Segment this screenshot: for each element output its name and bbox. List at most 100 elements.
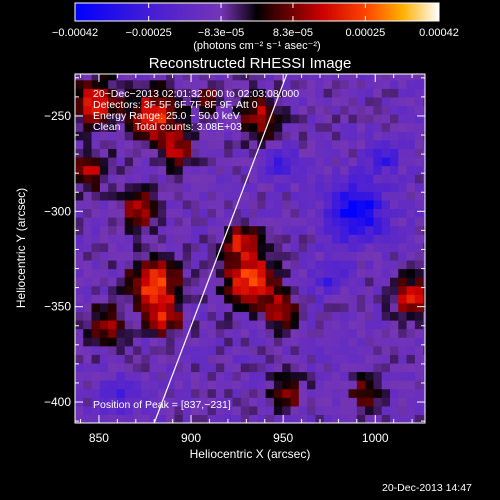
heatmap-cell xyxy=(315,388,325,398)
heatmap-cell xyxy=(348,277,358,287)
heatmap-cell xyxy=(199,88,209,98)
heatmap-cell xyxy=(157,414,167,423)
heatmap-cell xyxy=(199,199,209,210)
heatmap-cell xyxy=(166,302,176,313)
heatmap-cell xyxy=(340,191,350,201)
heatmap-cell xyxy=(83,208,93,218)
heatmap-cell xyxy=(108,397,118,407)
heatmap-cell xyxy=(174,388,184,398)
heatmap-cell xyxy=(207,199,217,210)
heatmap-cell xyxy=(381,337,391,347)
heatmap-cell xyxy=(348,74,358,81)
heatmap-cell xyxy=(298,259,308,270)
heatmap-cell xyxy=(365,259,375,270)
heatmap-cell xyxy=(240,294,250,304)
heatmap-cell xyxy=(282,234,292,244)
heatmap-cell xyxy=(83,225,93,235)
heatmap-cell xyxy=(240,139,250,149)
heatmap-cell xyxy=(83,251,93,261)
heatmap-cell xyxy=(298,114,308,124)
heatmap-cell xyxy=(108,345,118,355)
heatmap-cell xyxy=(423,277,425,287)
heatmap-cell xyxy=(108,148,118,158)
heatmap-cell xyxy=(124,114,134,124)
heatmap-cell xyxy=(91,345,101,355)
annotation-time: 20−Dec−2013 02:01:32.000 to 02:03:08.000 xyxy=(93,88,299,100)
heatmap-cell xyxy=(191,405,200,416)
heatmap-cell xyxy=(191,122,200,132)
heatmap-cell xyxy=(133,242,142,252)
heatmap-cell xyxy=(290,251,300,261)
heatmap-cell xyxy=(390,234,399,244)
heatmap-cell xyxy=(149,302,159,313)
heatmap-cell xyxy=(265,174,275,184)
heatmap-cell xyxy=(348,362,358,373)
heatmap-cell xyxy=(174,74,184,81)
heatmap-cell xyxy=(331,251,341,261)
heatmap-cell xyxy=(157,88,167,98)
heatmap-cell xyxy=(166,345,176,355)
heatmap-cell xyxy=(398,234,408,244)
heatmap-cell xyxy=(315,311,325,321)
heatmap-cell xyxy=(340,199,350,210)
heatmap-cell xyxy=(108,320,118,330)
heatmap-cell xyxy=(149,294,159,304)
heatmap-cell xyxy=(149,354,159,364)
heatmap-cell xyxy=(348,294,358,304)
heatmap-cell xyxy=(414,251,424,261)
heatmap-cell xyxy=(116,251,126,261)
heatmap-cell xyxy=(340,96,350,107)
heatmap-cell xyxy=(265,380,275,390)
heatmap-cell xyxy=(290,122,300,132)
heatmap-cell xyxy=(124,320,134,330)
heatmap-cell xyxy=(282,328,292,338)
heatmap-cell xyxy=(133,337,142,347)
heatmap-cell xyxy=(75,277,84,287)
heatmap-cell xyxy=(406,208,416,218)
heatmap-cell xyxy=(108,174,118,184)
heatmap-cell xyxy=(108,414,118,423)
heatmap-cell xyxy=(174,208,184,218)
heatmap-cell xyxy=(108,251,118,261)
heatmap-cell xyxy=(406,165,416,175)
heatmap-cell xyxy=(224,285,234,295)
heatmap-cell xyxy=(265,234,275,244)
heatmap-cell xyxy=(157,405,167,416)
heatmap-cell xyxy=(273,294,283,304)
heatmap-cell xyxy=(116,242,126,252)
heatmap-cell xyxy=(240,131,250,141)
heatmap-cell xyxy=(265,388,275,398)
heatmap-cell xyxy=(124,165,134,175)
heatmap-cell xyxy=(232,320,242,330)
heatmap-cell xyxy=(398,311,408,321)
heatmap-cell xyxy=(232,217,242,227)
heatmap-cell xyxy=(232,74,242,81)
heatmap-cell xyxy=(323,131,333,141)
heatmap-cell xyxy=(75,414,84,423)
heatmap-cell xyxy=(249,251,258,261)
heatmap-cell xyxy=(282,285,292,295)
heatmap-cell xyxy=(331,182,341,192)
heatmap-cell xyxy=(315,165,325,175)
heatmap-cell xyxy=(323,182,333,192)
heatmap-cell xyxy=(91,74,101,81)
heatmap-cell xyxy=(240,114,250,124)
heatmap-cell xyxy=(340,259,350,270)
heatmap-cell xyxy=(356,148,366,158)
heatmap-cell xyxy=(282,182,292,192)
heatmap-cell xyxy=(257,225,267,235)
heatmap-cell xyxy=(390,208,399,218)
heatmap-cell xyxy=(290,79,300,89)
heatmap-cell xyxy=(116,174,126,184)
heatmap-cell xyxy=(423,371,425,381)
heatmap-cell xyxy=(348,397,358,407)
heatmap-cell xyxy=(398,114,408,124)
heatmap-cell xyxy=(149,156,159,167)
heatmap-cell xyxy=(191,285,200,295)
heatmap-cell xyxy=(157,182,167,192)
heatmap-cell xyxy=(340,345,350,355)
heatmap-cell xyxy=(298,217,308,227)
heatmap-cell xyxy=(307,268,316,278)
heatmap-cell xyxy=(182,174,192,184)
heatmap-cell xyxy=(265,362,275,373)
